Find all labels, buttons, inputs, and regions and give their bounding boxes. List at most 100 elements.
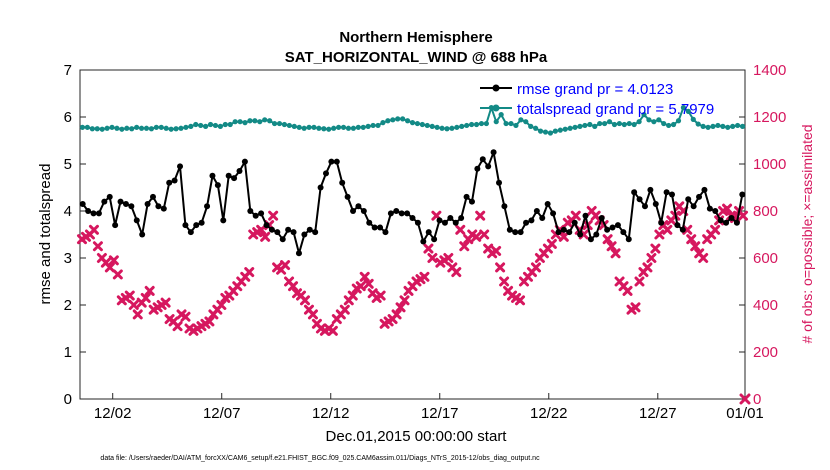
rmse-point bbox=[187, 229, 194, 236]
x-tick-label: 01/01 bbox=[726, 405, 764, 422]
obs-marker bbox=[419, 271, 430, 282]
totalspread-point bbox=[163, 125, 169, 131]
obs-marker bbox=[602, 234, 613, 245]
y-axis-label-right: # of obs: o=possible; ×=assimilated bbox=[799, 124, 815, 343]
totalspread-point bbox=[237, 119, 243, 125]
totalspread-point bbox=[587, 121, 593, 128]
obs-marker bbox=[642, 262, 653, 273]
totalspread-point bbox=[124, 125, 130, 131]
y-axis-label-left: rmse and totalspread bbox=[37, 164, 54, 305]
obs-marker bbox=[355, 281, 366, 292]
totalspread-point bbox=[680, 105, 687, 111]
totalspread-point bbox=[281, 121, 288, 128]
legend-totalspread-marker bbox=[492, 104, 500, 112]
rmse-point bbox=[609, 224, 616, 231]
totalspread-point bbox=[222, 121, 228, 128]
totalspread-point bbox=[557, 127, 563, 133]
totalspread-point bbox=[473, 121, 480, 128]
totalspread-point bbox=[715, 122, 721, 129]
totalspread-point bbox=[597, 120, 603, 127]
totalspread-point bbox=[730, 123, 736, 129]
rmse-point bbox=[496, 179, 503, 186]
rmse-point bbox=[122, 200, 129, 207]
totalspread-point bbox=[311, 124, 317, 130]
rmse-point bbox=[647, 186, 654, 193]
obs-marker bbox=[682, 224, 693, 235]
obs-marker bbox=[363, 278, 374, 289]
obs-marker bbox=[475, 210, 486, 221]
obs-marker bbox=[307, 309, 318, 320]
rmse-point bbox=[268, 226, 275, 233]
totalspread-point bbox=[429, 123, 435, 129]
rmse-point bbox=[614, 222, 621, 229]
totalspread-point bbox=[464, 122, 470, 129]
rmse-point bbox=[166, 179, 173, 186]
obs-marker bbox=[495, 262, 506, 273]
rmse-point bbox=[723, 219, 730, 226]
x-tick-label: 12/02 bbox=[94, 405, 132, 422]
rmse-point bbox=[387, 210, 394, 217]
rmse-point bbox=[517, 229, 524, 236]
totalspread-point bbox=[198, 122, 204, 129]
totalspread-point bbox=[666, 122, 672, 129]
obs-marker bbox=[104, 262, 115, 273]
obs-marker bbox=[722, 203, 733, 214]
obs-marker bbox=[88, 224, 99, 235]
totalspread-point bbox=[212, 122, 219, 129]
totalspread-point bbox=[331, 125, 337, 131]
obs-marker bbox=[216, 300, 227, 310]
totalspread-point bbox=[158, 124, 164, 130]
totalspread-point bbox=[178, 125, 184, 131]
totalspread-point bbox=[385, 118, 391, 124]
obs-marker bbox=[662, 224, 673, 235]
rmse-point bbox=[263, 222, 270, 229]
obs-marker bbox=[654, 229, 665, 240]
rmse-point bbox=[463, 193, 470, 200]
totalspread-point bbox=[286, 122, 292, 129]
obs-marker bbox=[479, 229, 490, 240]
totalspread-point bbox=[395, 116, 401, 122]
rmse-point bbox=[344, 193, 351, 200]
totalspread-point bbox=[168, 126, 174, 132]
totalspread-point bbox=[572, 124, 578, 130]
totalspread-point bbox=[291, 123, 297, 129]
chart-title-line1: Northern Hemisphere bbox=[339, 29, 492, 46]
totalspread-point bbox=[227, 121, 233, 128]
obs-marker bbox=[515, 295, 526, 306]
totalspread-point bbox=[710, 123, 716, 129]
rmse-point bbox=[393, 208, 400, 214]
rmse-point bbox=[544, 200, 551, 207]
rmse-point bbox=[112, 222, 119, 229]
legend-totalspread-label: totalspread grand pr = 5.7979 bbox=[517, 101, 714, 118]
obs-marker bbox=[128, 300, 139, 310]
x-tick-label: 12/22 bbox=[530, 405, 568, 422]
obs-marker bbox=[140, 292, 151, 303]
rmse-point bbox=[652, 200, 659, 207]
obs-marker bbox=[630, 302, 641, 313]
totalspread-point bbox=[79, 124, 86, 130]
rmse-point bbox=[506, 226, 513, 233]
totalspread-point bbox=[454, 124, 460, 130]
rmse-point bbox=[604, 226, 611, 233]
rmse-point bbox=[209, 172, 216, 179]
totalspread-point bbox=[720, 123, 726, 129]
obs-marker bbox=[739, 393, 751, 405]
totalspread-point bbox=[478, 120, 485, 127]
totalspread-point bbox=[232, 119, 238, 125]
rmse-point bbox=[409, 215, 416, 222]
totalspread-point bbox=[183, 124, 189, 130]
rmse-point bbox=[512, 229, 519, 236]
totalspread-point bbox=[483, 120, 489, 127]
totalspread-point bbox=[424, 122, 430, 129]
rmse-point bbox=[377, 224, 384, 231]
left-tick-label: 1 bbox=[64, 344, 72, 361]
rmse-point bbox=[241, 158, 248, 165]
rmse-point bbox=[414, 219, 421, 226]
obs-marker bbox=[443, 253, 454, 263]
obs-marker bbox=[634, 276, 645, 287]
totalspread-point bbox=[138, 125, 145, 131]
obs-marker bbox=[610, 248, 621, 259]
totalspread-point bbox=[518, 117, 524, 123]
totalspread-point bbox=[449, 125, 455, 131]
